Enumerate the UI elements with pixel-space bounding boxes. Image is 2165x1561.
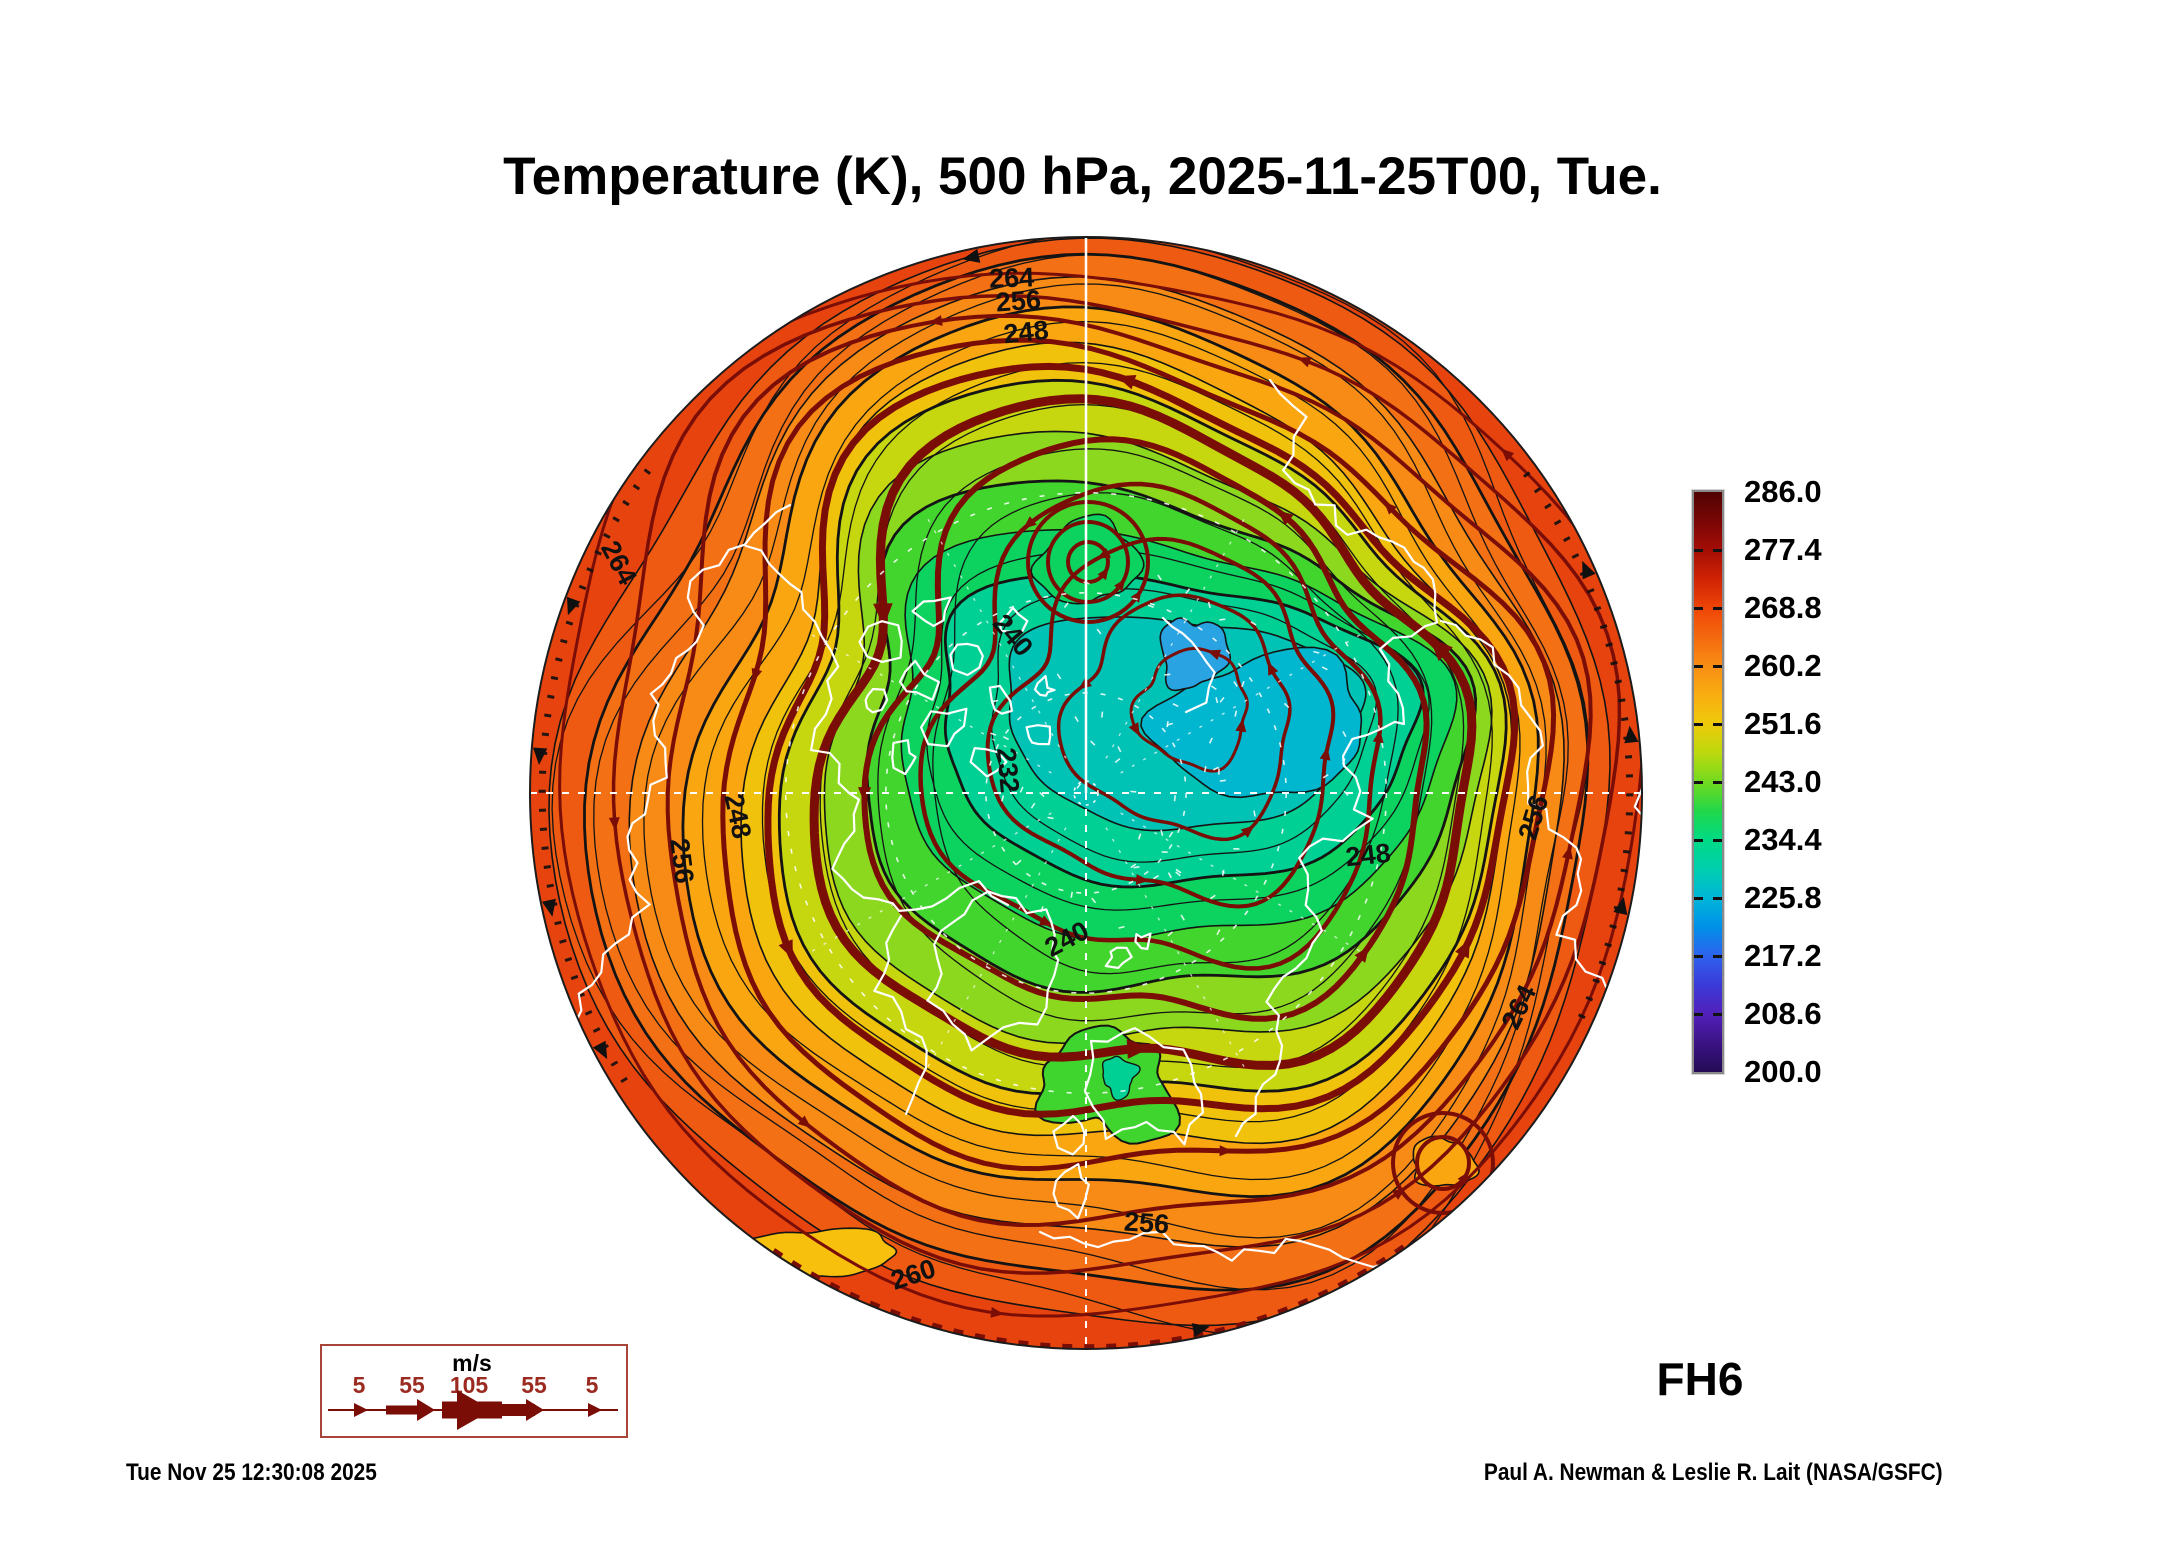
- colorbar-tick-label: 277.4: [1744, 532, 1822, 567]
- colorbar-tick-mark: [1694, 665, 1703, 668]
- rim-arrows: [533, 248, 1639, 1338]
- colorbar-tick-label: 243.0: [1744, 764, 1822, 799]
- map-clipped-layers: [530, 237, 1642, 1349]
- contour-label: 256: [1123, 1206, 1170, 1239]
- colorbar: 286.0 277.4 268.8 260.2 251.6 243.0 234.4 225.8…: [1692, 474, 1952, 1090]
- wind-speed-tick: 55: [521, 1372, 547, 1398]
- colorbar-tick-mark: [1713, 723, 1722, 726]
- colorbar-tick-label: 208.6: [1744, 996, 1822, 1031]
- colorbar-tick-mark: [1713, 955, 1722, 958]
- wind-speed-tick: 5: [585, 1372, 599, 1398]
- map-rim: [529, 236, 1643, 1350]
- colorbar-tick-mark: [1694, 781, 1703, 784]
- colorbar-tick-mark: [1713, 549, 1722, 552]
- colorbar-tick-mark: [1713, 839, 1722, 842]
- generation-timestamp: Tue Nov 25 12:30:08 2025: [126, 1459, 377, 1486]
- colorbar-gradient: [1692, 490, 1724, 1074]
- colorbar-tick-mark: [1694, 839, 1703, 842]
- contour-label: 232: [991, 746, 1025, 794]
- colorbar-tick-mark: [1694, 897, 1703, 900]
- rim-texture: [538, 456, 1634, 1349]
- contour-label: 264: [989, 262, 1035, 294]
- colorbar-tick-mark: [1694, 549, 1703, 552]
- wind-speed-tick: 55: [399, 1372, 425, 1398]
- colorbar-tick-mark: [1713, 781, 1722, 784]
- contour-label: 248: [1344, 838, 1392, 873]
- wind-speed-tick: 5: [352, 1372, 366, 1398]
- forecast-hour-label: FH6: [1656, 1353, 1744, 1405]
- credit-line: Paul A. Newman & Leslie R. Lait (NASA/GS…: [1484, 1459, 1943, 1486]
- colorbar-tick-label: 286.0: [1744, 474, 1822, 509]
- colorbar-tick-label: 268.8: [1744, 590, 1822, 625]
- contour-label: 256: [995, 284, 1042, 317]
- colorbar-tick-mark: [1713, 607, 1722, 610]
- colorbar-tick-mark: [1713, 897, 1722, 900]
- figure-title: Temperature (K), 500 hPa, 2025-11-25T00,…: [503, 147, 1662, 206]
- colorbar-tick-label: 251.6: [1744, 706, 1822, 741]
- colorbar-tick-mark: [1694, 607, 1703, 610]
- colorbar-tick-mark: [1694, 723, 1703, 726]
- contour-label: 256: [664, 837, 699, 885]
- contour-label: 248: [1002, 315, 1050, 350]
- colorbar-tick-label: 260.2: [1744, 648, 1822, 683]
- wind-arrow-glyph: [328, 1390, 618, 1430]
- colorbar-tick-mark: [1694, 955, 1703, 958]
- colorbar-tick-label: 217.2: [1744, 938, 1822, 973]
- colorbar-tick-mark: [1713, 1013, 1722, 1016]
- wind-unit-label: m/s: [452, 1350, 492, 1376]
- colorbar-tick-label: 234.4: [1744, 822, 1822, 857]
- wind-flecks: [990, 574, 1349, 937]
- colorbar-tick-label: 200.0: [1744, 1054, 1822, 1089]
- wind-speed-tick: 105: [449, 1372, 489, 1398]
- wind-speed-legend: m/s 5 55 105 55 5: [320, 1344, 628, 1438]
- wind-streamlines: [558, 271, 1642, 1318]
- colorbar-tick-label: 225.8: [1744, 880, 1822, 915]
- colorbar-tick-mark: [1694, 1013, 1703, 1016]
- colorbar-tick-mark: [1713, 665, 1722, 668]
